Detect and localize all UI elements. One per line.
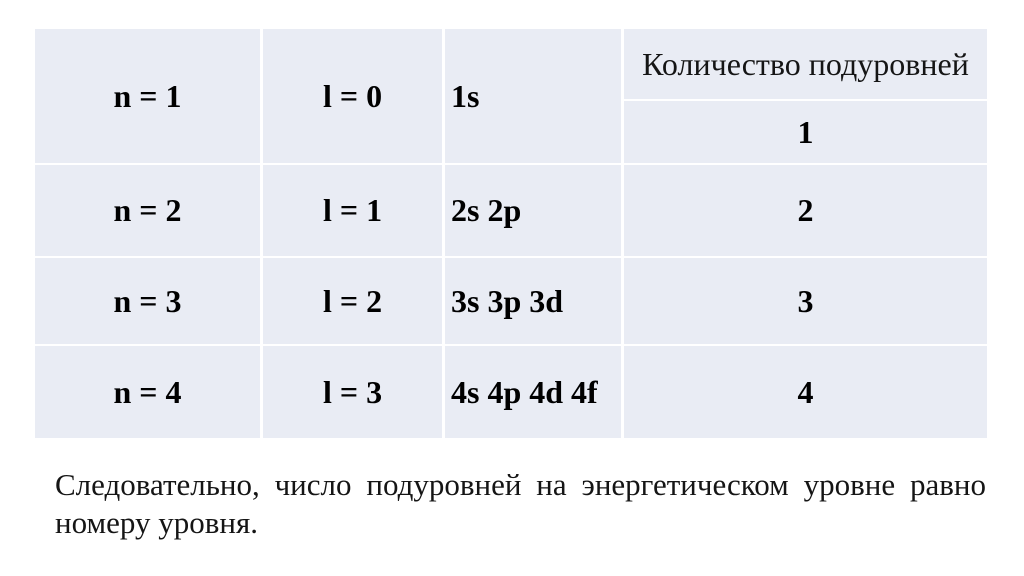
table-row: n = 3 l = 2 3s 3p 3d 3 <box>32 256 990 346</box>
cell-count-2: 2 <box>621 163 990 258</box>
cell-sublevels-3: 3s 3p 3d <box>442 256 624 346</box>
cell-count-3: 3 <box>621 256 990 346</box>
cell-n-4: n = 4 <box>32 344 263 440</box>
cell-l-2: l = 1 <box>260 163 445 258</box>
cell-count-1: 1 <box>621 99 990 165</box>
conclusion-line-1: Следовательно, число подуровней на энерг… <box>55 467 986 502</box>
column-header-count: Количество подуровней <box>621 27 990 101</box>
cell-sublevels-1: 1s <box>442 27 624 165</box>
cell-n-2: n = 2 <box>32 163 263 258</box>
cell-count-4: 4 <box>621 344 990 440</box>
table-row: n = 2 l = 1 2s 2p 2 <box>32 163 990 258</box>
cell-sublevels-2: 2s 2p <box>442 163 624 258</box>
conclusion-line-2: номеру уровня. <box>55 505 258 540</box>
conclusion-paragraph: Следовательно, число подуровней на энерг… <box>55 466 986 542</box>
table-row: n = 1 l = 0 1s Количество подуровней <box>32 27 990 165</box>
table-row: 1 <box>34 99 990 165</box>
sublevels-table: n = 1 l = 0 1s Количество подуровней 1 n… <box>32 27 990 440</box>
cell-n-1: n = 1 <box>32 27 263 165</box>
cell-l-4: l = 3 <box>260 344 445 440</box>
cell-l-1: l = 0 <box>260 27 445 165</box>
cell-sublevels-4: 4s 4p 4d 4f <box>442 344 624 440</box>
cell-n-3: n = 3 <box>32 256 263 346</box>
table-row: n = 4 l = 3 4s 4p 4d 4f 4 <box>32 344 990 440</box>
cell-l-3: l = 2 <box>260 256 445 346</box>
